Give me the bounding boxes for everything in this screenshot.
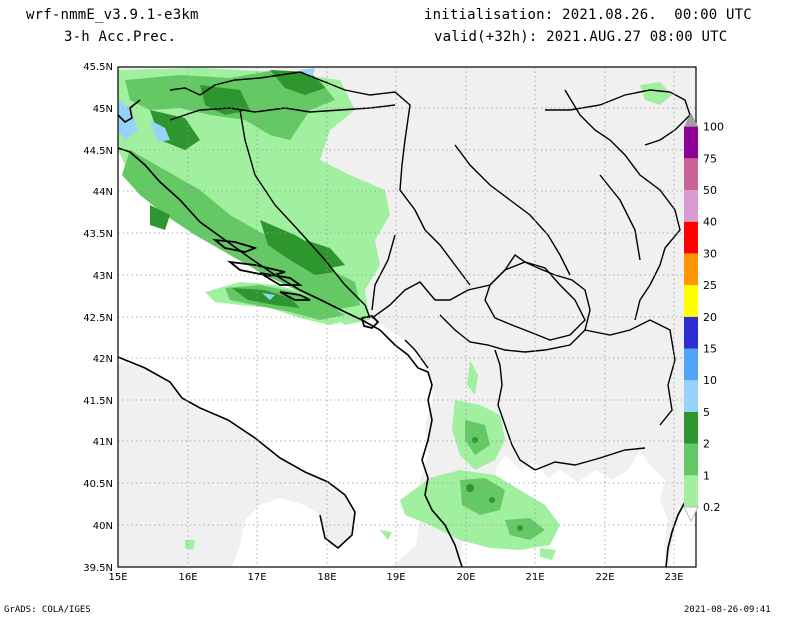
lat-label: 44.5N [83,146,113,157]
colorbar-label: 10 [703,374,717,387]
lon-label: 21E [525,572,544,583]
lat-label: 43N [93,271,113,282]
lon-label: 17E [247,572,266,583]
lat-label: 45.5N [83,62,113,73]
model-title: wrf-nmmE_v3.9.1-e3km [26,7,199,23]
lat-label: 40.5N [83,479,113,490]
colorbar-segment [684,348,698,381]
field-title: 3-h Acc.Prec. [64,29,177,45]
lat-label: 41N [93,437,113,448]
lat-label: 42.5N [83,313,113,324]
colorbar-segment [684,475,698,507]
colorbar-top-arrow [684,112,698,127]
colorbar-label: 2 [703,438,710,451]
lon-label: 19E [386,572,405,583]
colorbar-label: 40 [703,216,717,229]
init-time: initialisation: 2021.08.26. 00:00 UTC [424,7,752,23]
lat-label: 41.5N [83,396,113,407]
colorbar-segment [684,158,698,190]
colorbar-bottom-arrow [683,506,699,523]
colorbar-label: 20 [703,311,717,324]
colorbar-label: 100 [703,121,724,134]
colorbar-label: 1 [703,469,710,482]
lat-label: 43.5N [83,229,113,240]
colorbar-segment [684,221,698,254]
lat-label: 44N [93,187,113,198]
footer-grads: GrADS: COLA/IGES [4,605,91,615]
colorbar-segment [684,411,698,444]
lon-label: 23E [664,572,683,583]
lon-label: 20E [456,572,475,583]
colorbar-segment [684,253,698,286]
colorbar-label: 0.2 [703,501,721,514]
land-italy [118,362,355,567]
colorbar-segment [684,316,698,349]
colorbar-segment [684,190,698,222]
colorbar-segment [684,443,698,476]
colorbar-segment [684,126,698,159]
colorbar-label: 5 [703,406,710,419]
lat-axis: 45.5N 45N 44.5N 44N 43.5N 43N 42.5N 42N … [83,62,113,574]
lon-label: 15E [108,572,127,583]
lat-label: 45N [93,104,113,115]
lon-label: 22E [595,572,614,583]
valid-time: valid(+32h): 2021.AUG.27 08:00 UTC [434,29,728,45]
lon-label: 18E [317,572,336,583]
lat-label: 42N [93,354,113,365]
lon-axis: 15E 16E 17E 18E 19E 20E 21E 22E 23E [108,572,683,583]
colorbar-segment [684,380,698,412]
lat-label: 39.5N [83,563,113,574]
colorbar-label: 75 [703,152,717,165]
lon-label: 16E [178,572,197,583]
colorbar-segment [684,285,698,317]
lat-lon-grid [118,67,696,567]
lat-label: 40N [93,521,113,532]
colorbar-label: 25 [703,279,717,292]
footer-timestamp: 2021-08-26-09:41 [684,605,771,615]
colorbar-label: 50 [703,184,717,197]
colorbar-label: 30 [703,247,717,260]
islands [212,238,380,329]
borders [169,71,691,471]
colorbar-label: 15 [703,343,717,356]
